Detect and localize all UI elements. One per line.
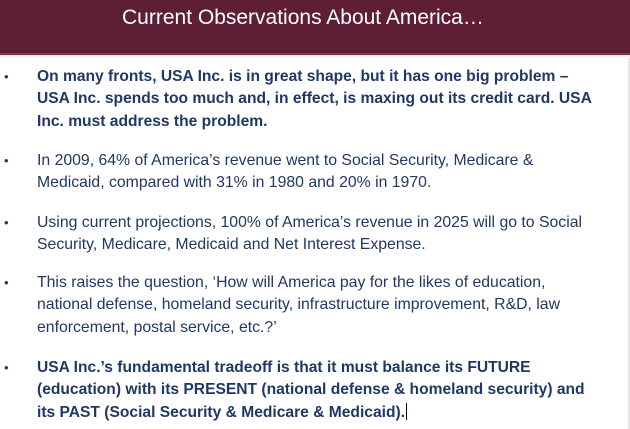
title-shadow-divider (0, 55, 630, 58)
bullet-text-line: USA Inc.’s fundamental tradeoff is that … (37, 359, 531, 376)
slide-title-bar: Current Observations About America… (0, 0, 630, 55)
bullet-text-line: USA Inc. spends too much and, in effect,… (37, 90, 592, 108)
bullet-text[interactable]: This raises the question, ‘How will Amer… (37, 272, 630, 339)
bullet-icon: • (4, 275, 9, 290)
bullet-icon: • (4, 69, 9, 84)
bullet-text-line: its PAST (Social Security & Medicare & M… (37, 402, 630, 424)
bullet-text-line: enforcement, postal service, etc.?’ (37, 318, 277, 336)
bullet-text-line: Using current projections, 100% of Ameri… (37, 214, 582, 231)
slide-edge-shade (627, 58, 630, 429)
bullet-text-segment: its PAST (Social Security & Medicare & M… (37, 403, 405, 421)
bullet-text-line: In 2009, 64% of America’s revenue went t… (37, 152, 534, 169)
bullet-icon: • (4, 360, 9, 375)
bullet-icon: • (4, 215, 9, 230)
bullet-text-line: Security, Medicare, Medicaid and Net Int… (37, 236, 426, 254)
bullet-text-line: On many fronts, USA Inc. is in great sha… (37, 68, 569, 85)
text-cursor (406, 402, 407, 420)
bullet-text[interactable]: On many fronts, USA Inc. is in great sha… (37, 66, 630, 133)
bullet-text[interactable]: Using current projections, 100% of Ameri… (37, 212, 630, 257)
bullet-text[interactable]: USA Inc.’s fundamental tradeoff is that … (37, 357, 630, 424)
bullet-icon: • (4, 153, 9, 168)
slide-title: Current Observations About America… (122, 6, 484, 29)
bullet-text-line: Medicaid, compared with 31% in 1980 and … (37, 174, 432, 192)
bullet-text-line: (education) with its PRESENT (national d… (37, 381, 585, 399)
bullet-text-line: national defense, homeland security, inf… (37, 296, 561, 314)
bullet-text-line: This raises the question, ‘How will Amer… (37, 274, 546, 291)
bullet-text[interactable]: In 2009, 64% of America’s revenue went t… (37, 150, 630, 195)
bullet-text-line: Inc. must address the problem. (37, 112, 268, 130)
